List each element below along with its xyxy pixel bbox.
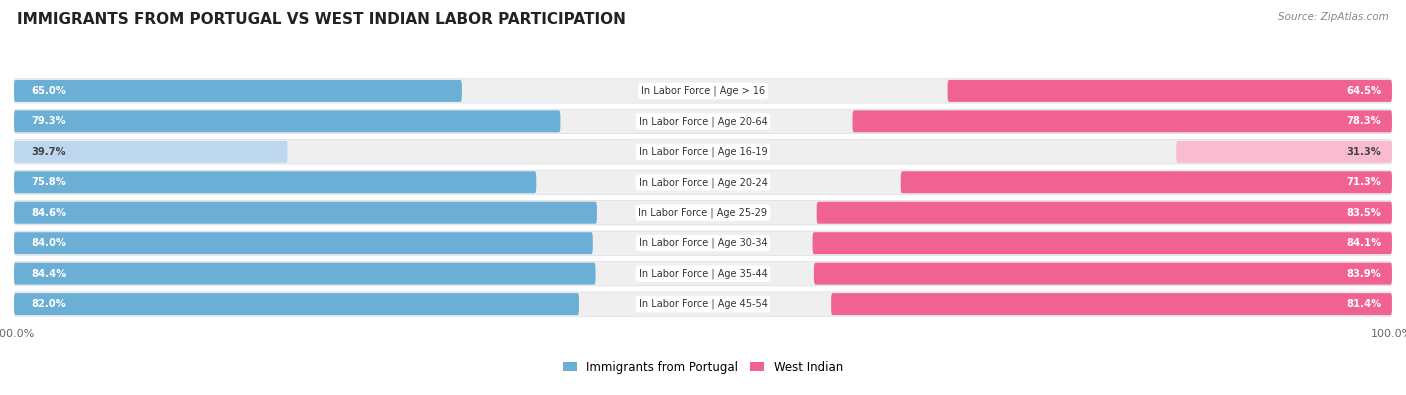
FancyBboxPatch shape (14, 293, 579, 315)
FancyBboxPatch shape (14, 141, 288, 163)
Text: In Labor Force | Age 20-64: In Labor Force | Age 20-64 (638, 116, 768, 127)
Text: In Labor Force | Age 16-19: In Labor Force | Age 16-19 (638, 147, 768, 157)
Text: 83.5%: 83.5% (1347, 208, 1382, 218)
Legend: Immigrants from Portugal, West Indian: Immigrants from Portugal, West Indian (562, 361, 844, 374)
FancyBboxPatch shape (817, 202, 1392, 224)
FancyBboxPatch shape (14, 261, 1392, 286)
FancyBboxPatch shape (901, 171, 1392, 193)
Text: 83.9%: 83.9% (1347, 269, 1382, 278)
Text: 79.3%: 79.3% (31, 117, 66, 126)
FancyBboxPatch shape (14, 292, 1392, 316)
FancyBboxPatch shape (14, 202, 598, 224)
Text: 71.3%: 71.3% (1347, 177, 1382, 187)
Text: 78.3%: 78.3% (1347, 117, 1382, 126)
Text: In Labor Force | Age 35-44: In Labor Force | Age 35-44 (638, 268, 768, 279)
FancyBboxPatch shape (14, 79, 1392, 103)
Text: Source: ZipAtlas.com: Source: ZipAtlas.com (1278, 12, 1389, 22)
Text: 84.0%: 84.0% (31, 238, 66, 248)
Text: 84.1%: 84.1% (1347, 238, 1382, 248)
FancyBboxPatch shape (14, 201, 1392, 225)
FancyBboxPatch shape (14, 231, 1392, 256)
Text: 75.8%: 75.8% (31, 177, 66, 187)
FancyBboxPatch shape (14, 139, 1392, 164)
FancyBboxPatch shape (1177, 141, 1392, 163)
FancyBboxPatch shape (948, 80, 1392, 102)
Text: In Labor Force | Age 30-34: In Labor Force | Age 30-34 (638, 238, 768, 248)
Text: 81.4%: 81.4% (1347, 299, 1382, 309)
Text: In Labor Force | Age 25-29: In Labor Force | Age 25-29 (638, 207, 768, 218)
FancyBboxPatch shape (14, 170, 1392, 194)
Text: In Labor Force | Age 20-24: In Labor Force | Age 20-24 (638, 177, 768, 188)
FancyBboxPatch shape (831, 293, 1392, 315)
FancyBboxPatch shape (14, 263, 596, 285)
FancyBboxPatch shape (14, 110, 561, 132)
FancyBboxPatch shape (14, 171, 536, 193)
FancyBboxPatch shape (814, 263, 1392, 285)
FancyBboxPatch shape (14, 232, 593, 254)
Text: 65.0%: 65.0% (31, 86, 66, 96)
Text: IMMIGRANTS FROM PORTUGAL VS WEST INDIAN LABOR PARTICIPATION: IMMIGRANTS FROM PORTUGAL VS WEST INDIAN … (17, 12, 626, 27)
FancyBboxPatch shape (14, 80, 461, 102)
Text: 39.7%: 39.7% (31, 147, 66, 157)
Text: 84.4%: 84.4% (31, 269, 66, 278)
Text: 64.5%: 64.5% (1347, 86, 1382, 96)
Text: In Labor Force | Age > 16: In Labor Force | Age > 16 (641, 86, 765, 96)
Text: 84.6%: 84.6% (31, 208, 66, 218)
FancyBboxPatch shape (813, 232, 1392, 254)
FancyBboxPatch shape (14, 109, 1392, 134)
Text: In Labor Force | Age 45-54: In Labor Force | Age 45-54 (638, 299, 768, 309)
FancyBboxPatch shape (852, 110, 1392, 132)
Text: 31.3%: 31.3% (1347, 147, 1382, 157)
Text: 82.0%: 82.0% (31, 299, 66, 309)
